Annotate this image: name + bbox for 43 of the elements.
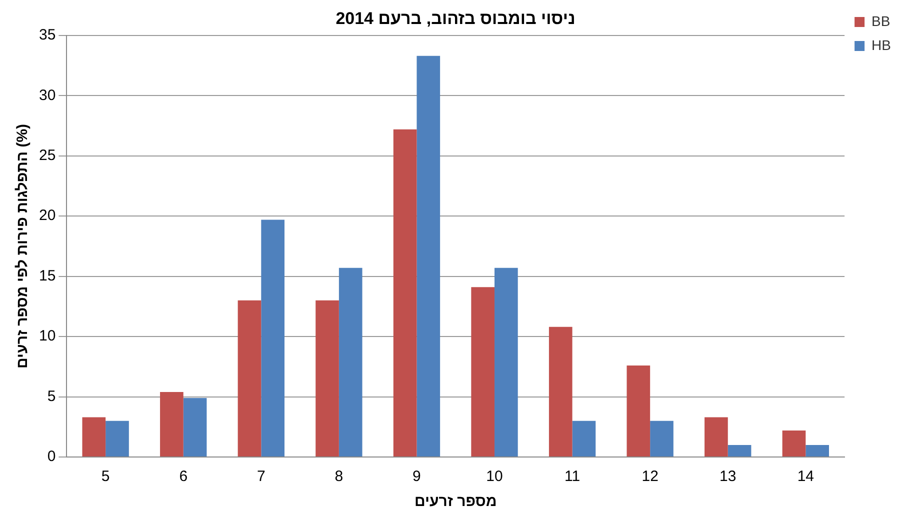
bar (471, 287, 495, 456)
x-tick-label: 9 (412, 468, 421, 486)
y-tick-label: 10 (38, 328, 56, 345)
x-tick-label: 6 (179, 468, 188, 486)
y-tick-label: 30 (38, 86, 56, 104)
bar (626, 365, 650, 456)
bar (238, 300, 262, 456)
x-tick-label: 14 (797, 468, 814, 486)
y-tick-label: 15 (38, 267, 56, 284)
x-tick-label: 12 (642, 468, 658, 486)
y-tick-label: 0 (47, 448, 56, 466)
x-tick-label: 5 (101, 468, 110, 486)
x-tick-label: 8 (334, 468, 344, 486)
y-tick-label: 20 (38, 207, 56, 224)
bar (650, 420, 674, 456)
bar (704, 417, 728, 456)
bar (728, 444, 752, 456)
x-tick-label: 13 (720, 468, 736, 486)
bar (160, 392, 184, 456)
bar (572, 420, 596, 456)
bar (494, 268, 518, 456)
bar (806, 444, 829, 456)
y-axis-title: התפלגות פירות לפי מספר זרעים (%) (14, 124, 32, 368)
bar (548, 326, 572, 456)
bar (261, 220, 284, 456)
x-tick-label: 7 (256, 468, 266, 486)
bar (106, 420, 129, 456)
bar (338, 268, 362, 456)
legend-label: BB (872, 12, 890, 29)
bar (316, 300, 339, 456)
bar (393, 129, 417, 456)
x-tick-label: 11 (564, 468, 580, 486)
bar (82, 417, 106, 456)
x-axis-title: מספר זרעים (414, 493, 497, 510)
y-tick-label: 25 (38, 147, 56, 164)
bar (416, 56, 440, 456)
bar (782, 430, 806, 456)
bar (183, 398, 207, 456)
y-tick-label: 5 (47, 388, 56, 405)
legend-label: HB (872, 36, 892, 53)
chart-title: ניסוי בומבוס בזהוב, ברעם 2014 (336, 8, 576, 28)
y-tick-label: 35 (38, 26, 56, 44)
x-tick-label: 10 (486, 468, 503, 486)
